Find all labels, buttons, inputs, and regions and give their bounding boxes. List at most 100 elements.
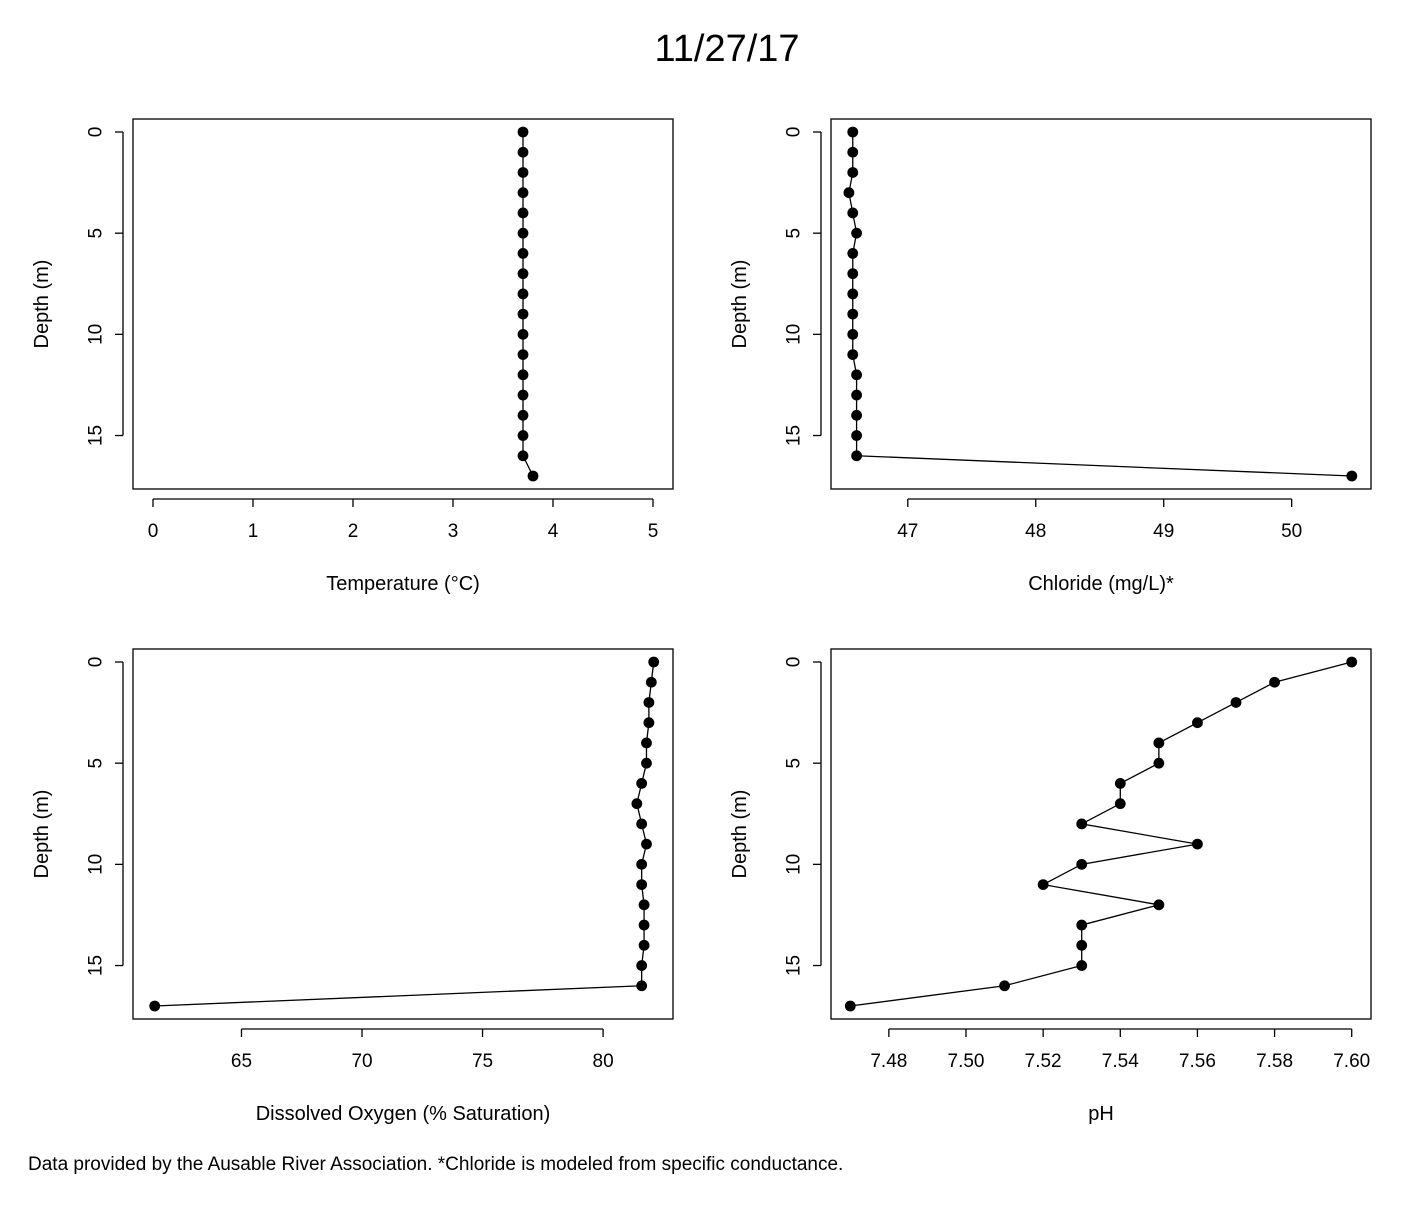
temp-panel: 0 1 2 3 4 5 0 5 10 15 Temperature (°C) Depth (m) <box>31 118 674 595</box>
chloride-y-tick-label: 5 <box>784 228 805 239</box>
temp-series-line <box>522 132 534 477</box>
temp-data-point <box>517 146 529 158</box>
chloride-x-tick-label: 50 <box>1281 521 1302 542</box>
chloride-data-point <box>847 207 859 219</box>
ph-y-label: Depth (m) <box>729 790 751 879</box>
chloride-data-point <box>1346 470 1358 482</box>
oxygen-data-point <box>643 717 655 729</box>
oxygen-data-point <box>641 757 652 769</box>
ph-x-tick-label: 7.60 <box>1333 1051 1370 1072</box>
ph-data-point <box>1230 697 1242 708</box>
ph-x-axis: 7.48 7.50 7.52 7.54 7.56 7.58 7.60 <box>870 1028 1370 1072</box>
temp-y-tick-label: 10 <box>86 324 107 345</box>
ph-data-point <box>1153 757 1165 769</box>
figure-title: 11/27/17 <box>654 28 799 70</box>
ph-data-point <box>1153 899 1165 911</box>
ph-x-tick-label: 7.52 <box>1025 1051 1062 1072</box>
ph-data-point <box>1114 798 1126 810</box>
ph-data-point <box>999 980 1010 992</box>
chloride-y-tick-label: 0 <box>784 127 805 138</box>
ph-data-point <box>1269 676 1280 688</box>
chloride-data-point <box>847 146 859 158</box>
ph-y-tick-label: 15 <box>784 955 805 976</box>
oxygen-data-point <box>641 737 652 749</box>
chloride-x-label: Chloride (mg/L)* <box>1028 573 1174 595</box>
chloride-y-tick-label: 10 <box>784 324 805 345</box>
ph-data-point <box>1076 939 1088 951</box>
oxygen-x-tick-label: 75 <box>472 1051 493 1072</box>
temp-x-axis: 0 1 2 3 4 5 <box>148 498 659 542</box>
oxygen-data-point <box>636 980 648 992</box>
temp-data-point <box>517 308 529 320</box>
ph-data-point <box>1076 858 1088 870</box>
temp-data-point <box>517 369 529 381</box>
temp-data-point <box>517 268 529 280</box>
ph-x-tick-label: 7.54 <box>1102 1051 1139 1072</box>
oxygen-y-label: Depth (m) <box>31 790 53 879</box>
oxygen-data-point <box>648 656 660 668</box>
temp-y-tick-label: 15 <box>86 425 107 446</box>
temp-plot-frame <box>132 118 674 490</box>
ph-data-point <box>1037 879 1049 890</box>
chloride-y-axis: 0 5 10 15 <box>784 127 822 446</box>
chloride-data-point <box>847 167 859 178</box>
chloride-data-point <box>851 389 862 401</box>
ph-x-label: pH <box>1088 1103 1114 1125</box>
ph-x-tick-label: 7.50 <box>948 1051 985 1072</box>
ph-data-point <box>1114 778 1126 789</box>
chloride-data-point <box>851 227 862 239</box>
oxygen-data-point <box>638 939 650 951</box>
temp-data-point <box>527 470 539 482</box>
ph-data-point <box>1192 717 1203 729</box>
chloride-panel: 47 48 49 50 0 5 10 15 Chloride (mg/L)* Depth (m) <box>729 118 1372 595</box>
chloride-data-point <box>851 430 862 441</box>
chloride-x-axis: 47 48 49 50 <box>897 498 1302 542</box>
oxygen-x-tick-label: 65 <box>231 1051 252 1072</box>
oxygen-data-point <box>645 676 657 688</box>
oxygen-data-point <box>643 697 655 708</box>
oxygen-panel: 65 70 75 80 0 5 10 15 Dissolved Oxygen (% Satura… <box>31 648 674 1125</box>
ph-y-tick-label: 0 <box>784 657 805 668</box>
temp-x-tick-label: 1 <box>248 521 259 542</box>
temp-data-point <box>517 389 529 401</box>
ph-data-point <box>1076 818 1088 830</box>
oxygen-y-tick-label: 5 <box>86 758 107 769</box>
temp-data-point <box>517 349 529 360</box>
ph-x-tick-label: 7.48 <box>870 1051 907 1072</box>
temp-data-point <box>517 248 529 259</box>
chloride-data-point <box>843 187 855 199</box>
ph-x-tick-label: 7.56 <box>1179 1051 1216 1072</box>
ph-x-tick-label: 7.58 <box>1256 1051 1293 1072</box>
temp-data-point <box>517 167 529 178</box>
temp-y-tick-label: 0 <box>86 127 107 138</box>
chloride-data-point <box>847 308 859 320</box>
oxygen-y-tick-label: 15 <box>86 955 107 976</box>
oxygen-data-point <box>636 879 648 890</box>
temp-data-point <box>517 126 529 138</box>
temp-x-tick-label: 5 <box>648 521 659 542</box>
temp-y-label: Depth (m) <box>31 260 53 349</box>
oxygen-x-axis: 65 70 75 80 <box>231 1028 614 1072</box>
temp-y-axis: 0 5 10 15 <box>86 127 124 446</box>
chloride-y-tick-label: 15 <box>784 425 805 446</box>
chloride-data-point <box>851 409 862 421</box>
oxygen-x-tick-label: 70 <box>351 1051 372 1072</box>
chloride-data-point <box>847 268 859 280</box>
chloride-data-point <box>847 288 859 300</box>
chloride-data-point <box>847 126 859 138</box>
ph-panel: 7.48 7.50 7.52 7.54 7.56 7.58 7.60 0 5 10 15 pH Dept… <box>729 648 1372 1125</box>
chloride-data-point <box>851 450 862 462</box>
ph-plot-frame <box>830 648 1372 1020</box>
oxygen-data-point <box>638 899 650 911</box>
oxygen-data-point <box>636 858 648 870</box>
ph-data-point <box>1346 656 1358 668</box>
oxygen-data-point <box>641 838 652 850</box>
ph-data-point <box>1153 737 1165 749</box>
temp-data-point <box>517 288 529 300</box>
temp-x-tick-label: 0 <box>148 521 159 542</box>
temp-y-tick-label: 5 <box>86 228 107 239</box>
ph-data-point <box>1192 838 1203 850</box>
temp-data-point <box>517 430 529 441</box>
